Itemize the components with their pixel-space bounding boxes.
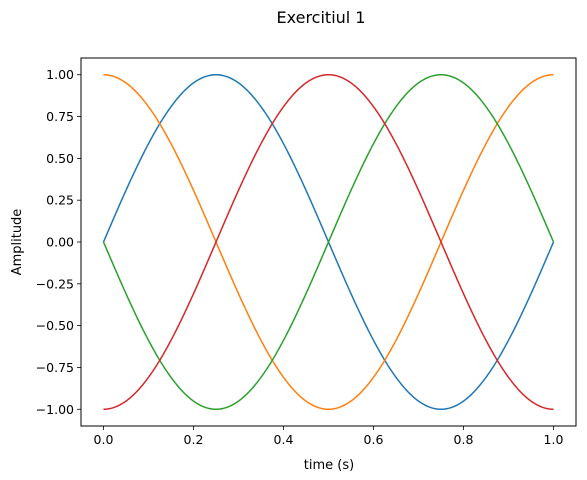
y-tick-label: 1.00 bbox=[46, 67, 74, 82]
y-axis: −1.00 −0.75 −0.50 −0.25 0.00 0.25 0.50 0.75 1.00 bbox=[36, 67, 81, 417]
x-axis-label: time (s) bbox=[304, 458, 354, 473]
series-line-2 bbox=[103, 73, 554, 411]
series-line-3 bbox=[102, 73, 555, 411]
x-tick-label: 0.0 bbox=[94, 432, 114, 447]
y-tick-label: −1.00 bbox=[36, 402, 74, 417]
y-tick-label: −0.25 bbox=[36, 276, 74, 291]
y-tick-label: −0.75 bbox=[36, 360, 74, 375]
y-tick-label: −0.50 bbox=[36, 318, 74, 333]
x-tick-label: 0.2 bbox=[184, 432, 204, 447]
y-axis-label: Amplitude bbox=[10, 209, 25, 276]
x-tick-label: 0.6 bbox=[364, 432, 384, 447]
x-tick-label: 0.4 bbox=[274, 432, 294, 447]
y-tick-label: 0.75 bbox=[46, 109, 74, 124]
chart-title: Exercitiul 1 bbox=[277, 8, 366, 27]
x-tick-label: 1.0 bbox=[544, 432, 564, 447]
y-tick-label: 0.00 bbox=[46, 235, 74, 250]
series-line-4 bbox=[103, 73, 554, 411]
x-axis: 0.0 0.2 0.4 0.6 0.8 1.0 bbox=[94, 426, 564, 447]
y-tick-label: 0.50 bbox=[46, 151, 74, 166]
plot-area bbox=[102, 73, 555, 411]
x-tick-label: 0.8 bbox=[454, 432, 474, 447]
y-tick-label: 0.25 bbox=[46, 193, 74, 208]
